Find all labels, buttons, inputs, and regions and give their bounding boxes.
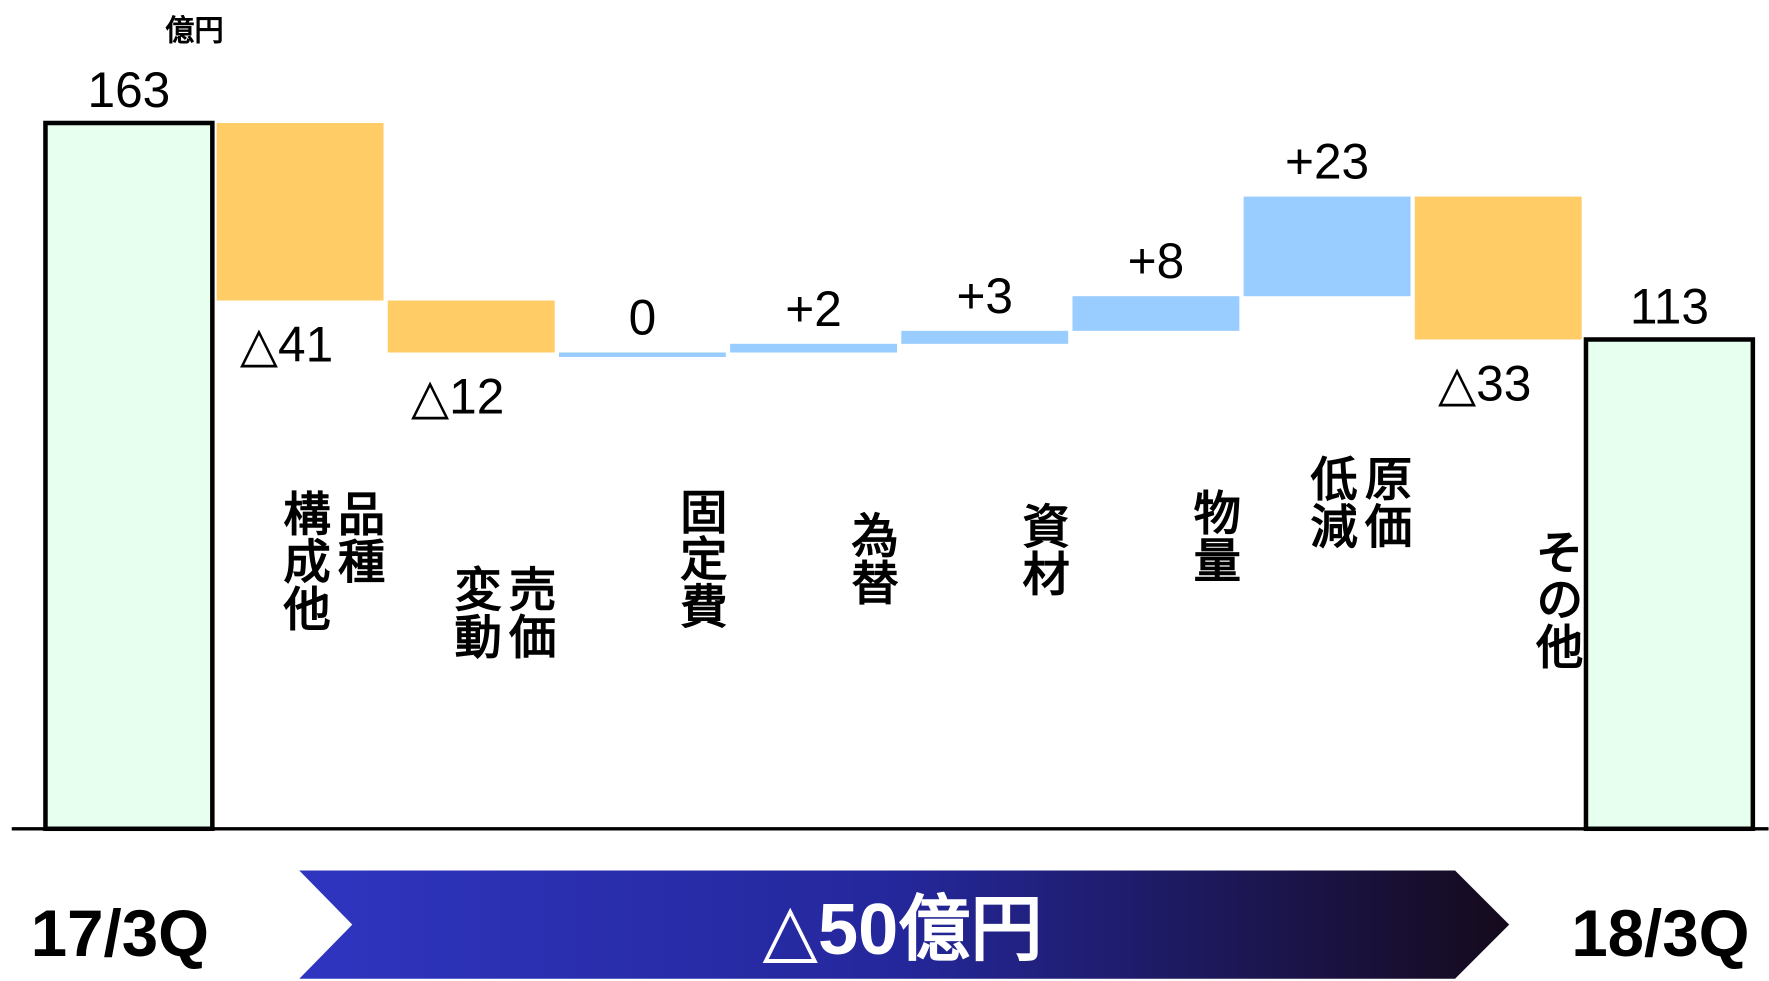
value-label: +8 [1128,233,1185,289]
change-bar [1072,296,1240,331]
value-label: +2 [785,281,842,337]
value-label: △12 [411,368,504,424]
unit-label: 億円 [165,15,224,48]
value-label: +23 [1285,134,1369,190]
value-label: +3 [956,268,1013,324]
value-label: 163 [88,62,171,118]
change-bar [216,122,384,301]
change-bar [558,352,726,357]
value-label: △33 [1438,355,1531,411]
category-box: 資材 [1015,501,1070,597]
category-label: その他 [1528,527,1583,670]
category-label: 為替 [844,510,899,606]
category-label: 17/3Q [31,897,209,970]
category-box: 物量 [1186,488,1241,584]
category-box: 固定費 [672,486,727,629]
summary-arrow [299,870,1510,979]
category-box: 品種 構成他 [276,488,385,631]
category-label: 品種 構成他 [276,488,385,631]
value-label: 113 [1630,279,1709,335]
category-box: その他 [1528,527,1583,670]
value-label: 0 [629,289,657,345]
change-bar [387,300,555,353]
change-bar [1414,196,1582,340]
total-bar [1583,337,1756,832]
category-box: 売価 変動 [447,564,556,660]
total-bar [43,120,215,832]
category-label: 固定費 [672,486,727,629]
change-bar [730,343,898,353]
value-label: △41 [240,316,333,372]
summary-label: △50億円 [763,890,1043,970]
category-label: 物量 [1186,488,1241,584]
category-label: 原価 低減 [1303,454,1412,549]
category-box: 原価 低減 [1303,454,1412,549]
category-label: 18/3Q [1571,897,1749,970]
category-box: 為替 [844,510,899,606]
category-label: 資材 [1015,501,1070,597]
change-bar [901,330,1069,344]
category-label: 売価 変動 [447,564,556,660]
change-bar [1243,196,1411,297]
